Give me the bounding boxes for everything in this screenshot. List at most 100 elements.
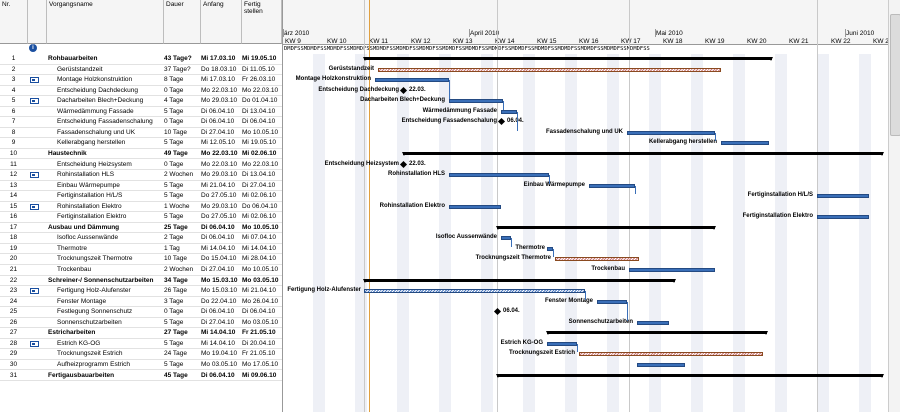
table-row[interactable]: 5 Dacharbeiten Blech+Deckung 4 Tage Mo 29.0… [0,96,282,107]
table-row[interactable]: 9 Kellerabgang herstellen 5 Tage Mi 12.05.1… [0,138,282,149]
table-row[interactable]: 25 Festlegung Sonnenschutz 0 Tage Di 06.04.… [0,307,282,318]
week-label: KW 15 [537,38,557,45]
task-finish: Do 01.04.10 [242,97,278,105]
table-row[interactable]: 19 Thermotre 1 Tag Mi 14.04.10 Mi 14.04.10 [0,244,282,255]
col-header-duration[interactable]: Dauer [164,0,201,44]
task-start: Mo 22.03.10 [201,149,238,157]
row-number: 12 [9,171,18,179]
table-row[interactable]: 18 Isofloc Aussenwände 2 Tage Di 06.04.10 Mi… [0,233,282,244]
task-bar[interactable] [627,130,715,135]
table-row[interactable]: 27 Estricharbeiten 27 Tage Mi 14.04.10 Fr 21… [0,328,282,339]
table-row[interactable]: 11 Entscheidung Heizsystem 0 Tage Mo 22.03.… [0,160,282,170]
table-row[interactable]: 20 Trocknungszeit Thermotre 10 Tage Do 15.0… [0,254,282,265]
task-start: Do 22.04.10 [201,297,237,305]
col-header-name[interactable]: Vorgangsname [47,0,164,44]
task-duration: 5 Tage [164,107,184,115]
table-row[interactable]: 14 Fertiginstallation H/L/S 5 Tage Do 27.05… [0,191,282,202]
table-row[interactable]: 26 Sonnenschutzarbeiten 5 Tage Di 27.04.10 M… [0,318,282,329]
col-header-indicators[interactable] [28,0,47,44]
task-finish: Mo 03.05.10 [242,276,279,284]
bar-label: Rohinstallation HLS [388,171,445,178]
scrollbar-thumb[interactable] [890,14,900,136]
task-bar[interactable] [547,246,553,251]
note-icon[interactable] [30,77,39,84]
task-name: Trockenbau [57,266,92,273]
note-icon[interactable] [30,172,39,179]
table-row[interactable]: 13 Einbau Wärmepumpe 5 Tage Mi 21.04.10 Di 2… [0,181,282,192]
summary-bar[interactable] [363,278,676,283]
note-icon[interactable] [30,340,39,347]
task-bar[interactable] [449,204,501,209]
table-row[interactable]: 1 Rohbauarbeiten 43 Tage? Mi 17.03.10 Mi 19.… [0,54,282,65]
table-row[interactable]: 8 Fassadenschalung und UK 10 Tage Di 27.04.… [0,128,282,139]
task-bar[interactable] [547,341,577,346]
table-row[interactable]: 21 Trockenbau 2 Wochen Di 27.04.10 Mo 10.05.… [0,265,282,276]
task-start: Mo 29.03.10 [201,202,238,210]
row-number: 29 [9,350,18,358]
table-row[interactable]: 4 Entscheidung Dachdeckung 0 Tage Mo 22.03.… [0,86,282,97]
vertical-scrollbar[interactable] [888,0,900,412]
bar-label: Entscheidung Fassadenschalung [401,118,497,125]
summary-bar[interactable] [363,57,773,61]
table-row[interactable]: 31 Fertigausbauarbeiten 45 Tage Di 06.04.10… [0,371,282,381]
table-row[interactable]: 10 Haustechnik 49 Tage Mo 22.03.10 Mi 02.06.… [0,149,282,160]
task-bar[interactable] [817,215,869,220]
task-bar[interactable] [579,352,763,357]
bar-label: Trocknungszeit Estrich [508,350,575,357]
note-icon[interactable] [30,98,39,105]
table-row[interactable]: 23 Fertigung Holz-Alufenster 26 Tage Mo 15.… [0,286,282,297]
row-number: 16 [9,213,18,221]
table-row[interactable]: 16 Fertiginstallation Elektro 5 Tage Do 27.… [0,212,282,223]
task-bar[interactable] [375,78,449,83]
task-bar[interactable] [449,173,549,178]
table-row[interactable]: 2 Gerüststandzeit 37 Tage? Do 18.03.10 Di 11… [0,65,282,76]
table-row[interactable]: 30 Aufheizprogramm Estrich 5 Tage Mo 03.05.… [0,360,282,371]
day-letters: DMDFSSMDMDFSSMDMDFSSMDMDFSSMDMDFSSMDMDFS… [284,46,650,52]
dependency-link [627,301,628,321]
note-icon[interactable] [30,203,39,210]
task-bar[interactable] [449,99,503,104]
table-row[interactable]: 29 Trocknungszeit Estrich 24 Tage Mo 19.04.… [0,349,282,360]
task-duration: 43 Tage? [164,55,192,62]
task-bar[interactable] [501,236,511,241]
gantt-chart[interactable]: ärz 2010 April 2010 Mai 2010 Juni 2010 KW 9 K… [283,0,888,412]
task-name: Schreiner-/ Sonnenschutzarbeiten [48,276,154,284]
table-row[interactable]: 3 Montage Holzkonstruktion 8 Tage Mi 17.03.… [0,75,282,86]
table-row[interactable]: 12 Rohinstallation HLS 2 Wochen Mo 29.03.10… [0,170,282,181]
task-bar[interactable] [364,289,585,294]
task-finish: Di 27.04.10 [242,181,276,189]
task-bar[interactable] [637,320,669,325]
task-start: Mi 21.04.10 [201,181,235,189]
summary-bar[interactable] [496,225,716,230]
row-number: 22 [9,276,18,284]
col-header-nr[interactable]: Nr. [0,0,28,44]
task-duration: 5 Tage [164,318,184,326]
dependency-link [549,175,550,184]
table-row[interactable]: 24 Fenster Montage 3 Tage Do 22.04.10 Mo 26.… [0,297,282,308]
task-bar[interactable] [555,257,639,262]
summary-bar[interactable] [496,373,884,378]
task-bar[interactable] [817,194,869,199]
task-bar[interactable] [721,141,769,146]
table-row[interactable]: 28 Estrich KG-OG 5 Tage Mi 14.04.10 Di 20.04… [0,339,282,350]
task-bar[interactable] [501,109,517,114]
summary-bar[interactable] [402,151,884,156]
task-bar[interactable] [637,362,685,367]
week-label: KW 12 [411,38,431,45]
table-row[interactable]: 22 Schreiner-/ Sonnenschutzarbeiten 34 Tag… [0,276,282,287]
col-header-start[interactable]: Anfang [201,0,242,44]
note-icon[interactable] [30,288,39,295]
task-bar[interactable] [589,183,635,188]
bar-label: Entscheidung Heizsystem [324,160,399,167]
task-bar[interactable] [629,268,715,272]
task-bar[interactable] [378,67,721,72]
task-bar[interactable] [597,299,627,304]
table-row[interactable]: 15 Rohinstallation Elektro 1 Woche Mo 29.03… [0,202,282,213]
summary-bar[interactable] [546,331,768,336]
table-row[interactable]: 17 Ausbau und Dämmung 25 Tage Di 06.04.10 Mo… [0,223,282,234]
table-row[interactable]: 6 Wärmedämmung Fassade 5 Tage Di 06.04.10 Di… [0,107,282,118]
task-finish: Mo 22.03.10 [242,160,279,168]
col-header-finish[interactable]: Fertig stellen [242,0,282,44]
table-row[interactable]: 7 Entscheidung Fassadenschalung 0 Tage Di 0… [0,117,282,128]
task-name: Entscheidung Heizsystem [57,160,132,168]
